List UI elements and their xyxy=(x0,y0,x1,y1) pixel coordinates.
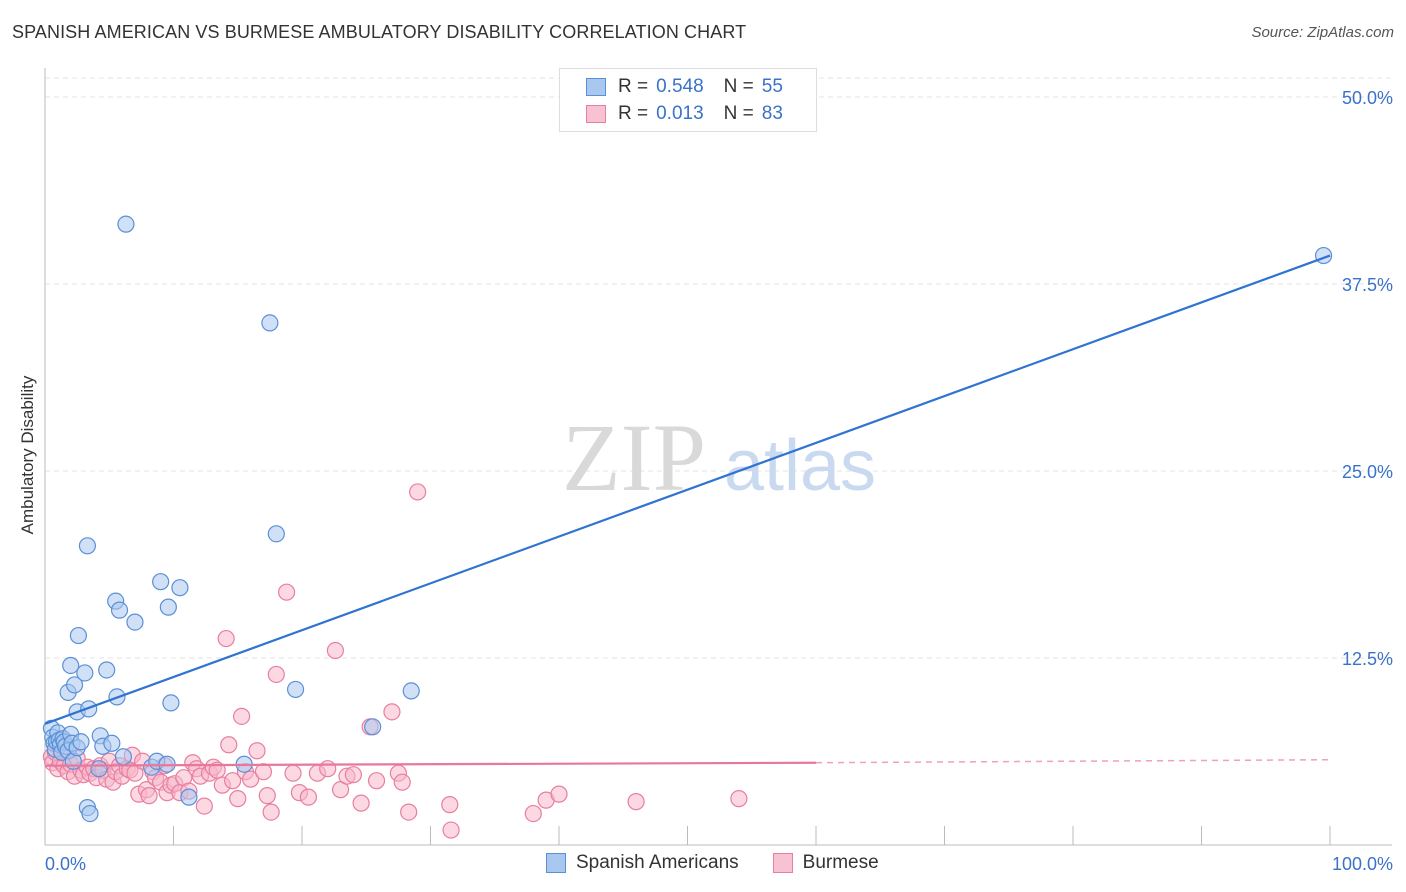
legend-r-label: R = xyxy=(618,103,649,124)
spanish-american-point xyxy=(114,748,132,766)
legend-r-value: 0.548 xyxy=(656,76,704,97)
burmese-point xyxy=(217,629,235,648)
burmese-point xyxy=(258,787,276,805)
series-legend-burmese: Burmese xyxy=(772,852,879,874)
burmese-trend-line xyxy=(44,761,817,767)
burmese-point xyxy=(326,641,345,660)
burmese-point xyxy=(393,773,411,791)
burmese-point xyxy=(367,772,386,790)
x-tick-label-min: 0.0% xyxy=(45,854,86,874)
legend-n-value: 83 xyxy=(761,103,783,124)
burmese-point xyxy=(262,803,280,821)
burmese-point xyxy=(442,821,460,839)
burmese-point xyxy=(627,793,645,811)
correlation-legend: R = 0.548 N = 55 R = 0.013 N = 83 xyxy=(559,68,817,132)
spanish-american-points xyxy=(42,215,1333,823)
burmese-point xyxy=(319,760,337,778)
burmese-point xyxy=(224,772,242,790)
series-label: Spanish Americans xyxy=(576,852,739,873)
burmese-points xyxy=(42,483,748,839)
spanish-american-point xyxy=(402,682,420,700)
spanish-american-point xyxy=(72,733,90,751)
grid xyxy=(45,77,1392,659)
spanish-american-point xyxy=(261,314,279,332)
legend-r-label: R = xyxy=(618,76,649,97)
spanish-american-point xyxy=(90,760,108,778)
burmese-point xyxy=(208,761,226,779)
burmese-point xyxy=(550,785,568,803)
spanish-american-point xyxy=(117,215,135,233)
spanish-american-point xyxy=(126,613,144,631)
burmese-point xyxy=(344,766,362,784)
spanish-american-point xyxy=(159,598,177,616)
burmese-point xyxy=(277,583,296,601)
spanish-american-point xyxy=(98,661,116,679)
spanish-american-point xyxy=(69,626,88,645)
axes xyxy=(44,68,1392,846)
legend-r-value: 0.013 xyxy=(656,103,704,124)
legend-n-value: 55 xyxy=(761,76,783,97)
spanish-american-point xyxy=(267,525,285,543)
source-label: Source: ZipAtlas.com xyxy=(1251,24,1394,41)
legend-swatch-pink xyxy=(586,105,606,123)
burmese-point xyxy=(254,763,273,781)
burmese-point xyxy=(248,742,266,760)
series-swatch-pink xyxy=(772,853,793,873)
burmese-point xyxy=(441,796,459,814)
spanish-american-point xyxy=(180,788,198,806)
burmese-point xyxy=(267,665,285,684)
y-tick-label: 25.0% xyxy=(1342,462,1393,482)
watermark-zip: ZIP xyxy=(562,404,706,511)
watermark: ZIP atlas xyxy=(562,404,876,511)
series-swatch-blue xyxy=(546,853,566,873)
burmese-point xyxy=(242,770,260,788)
burmese-point xyxy=(524,804,542,823)
spanish-american-point xyxy=(152,573,170,591)
burmese-point xyxy=(730,790,748,808)
spanish-american-point xyxy=(81,804,99,823)
trend-lines xyxy=(44,254,1331,767)
burmese-point xyxy=(400,803,418,821)
burmese-trend-extension xyxy=(815,758,1331,764)
series-legend: Spanish Americans Burmese xyxy=(546,852,913,874)
series-label: Burmese xyxy=(802,852,879,873)
burmese-point xyxy=(220,736,238,754)
legend-swatch-blue xyxy=(586,78,606,96)
spanish-american-point xyxy=(78,537,97,555)
chart-title: SPANISH AMERICAN VS BURMESE AMBULATORY D… xyxy=(12,22,747,42)
legend-row-burmese: R = 0.013 N = 83 xyxy=(586,103,803,125)
series-legend-spanish-americans: Spanish Americans xyxy=(546,852,739,874)
spanish-american-point xyxy=(110,601,129,619)
burmese-point xyxy=(229,790,247,808)
burmese-point xyxy=(140,787,158,805)
burmese-point xyxy=(383,703,401,721)
spanish-american-point xyxy=(76,664,94,682)
spanish-american-point xyxy=(162,694,180,712)
spanish-american-point xyxy=(364,718,382,736)
spanish-american-point xyxy=(62,656,80,675)
watermark-atlas: atlas xyxy=(724,426,876,506)
spanish-american-trend-line xyxy=(44,254,1331,725)
x-tick-label-max: 100.0% xyxy=(1332,854,1393,874)
y-tick-label: 50.0% xyxy=(1342,88,1393,108)
spanish-american-point xyxy=(286,680,305,699)
burmese-point xyxy=(409,483,427,501)
legend-n-label: N = xyxy=(723,103,754,124)
burmese-point xyxy=(195,797,213,815)
burmese-point xyxy=(233,707,251,725)
legend-n-label: N = xyxy=(723,76,754,97)
spanish-american-point xyxy=(103,734,121,752)
legend-row-spanish-americans: R = 0.548 N = 55 xyxy=(586,76,803,98)
burmese-point xyxy=(284,764,302,782)
spanish-american-point xyxy=(65,676,84,694)
burmese-point xyxy=(352,794,370,812)
tick-labels: 12.5% 25.0% 37.5% 50.0% 0.0% 100.0% xyxy=(45,88,1393,874)
y-tick-label: 37.5% xyxy=(1342,275,1393,295)
burmese-point xyxy=(299,788,318,806)
spanish-american-point xyxy=(171,579,189,597)
y-tick-label: 12.5% xyxy=(1342,649,1393,669)
